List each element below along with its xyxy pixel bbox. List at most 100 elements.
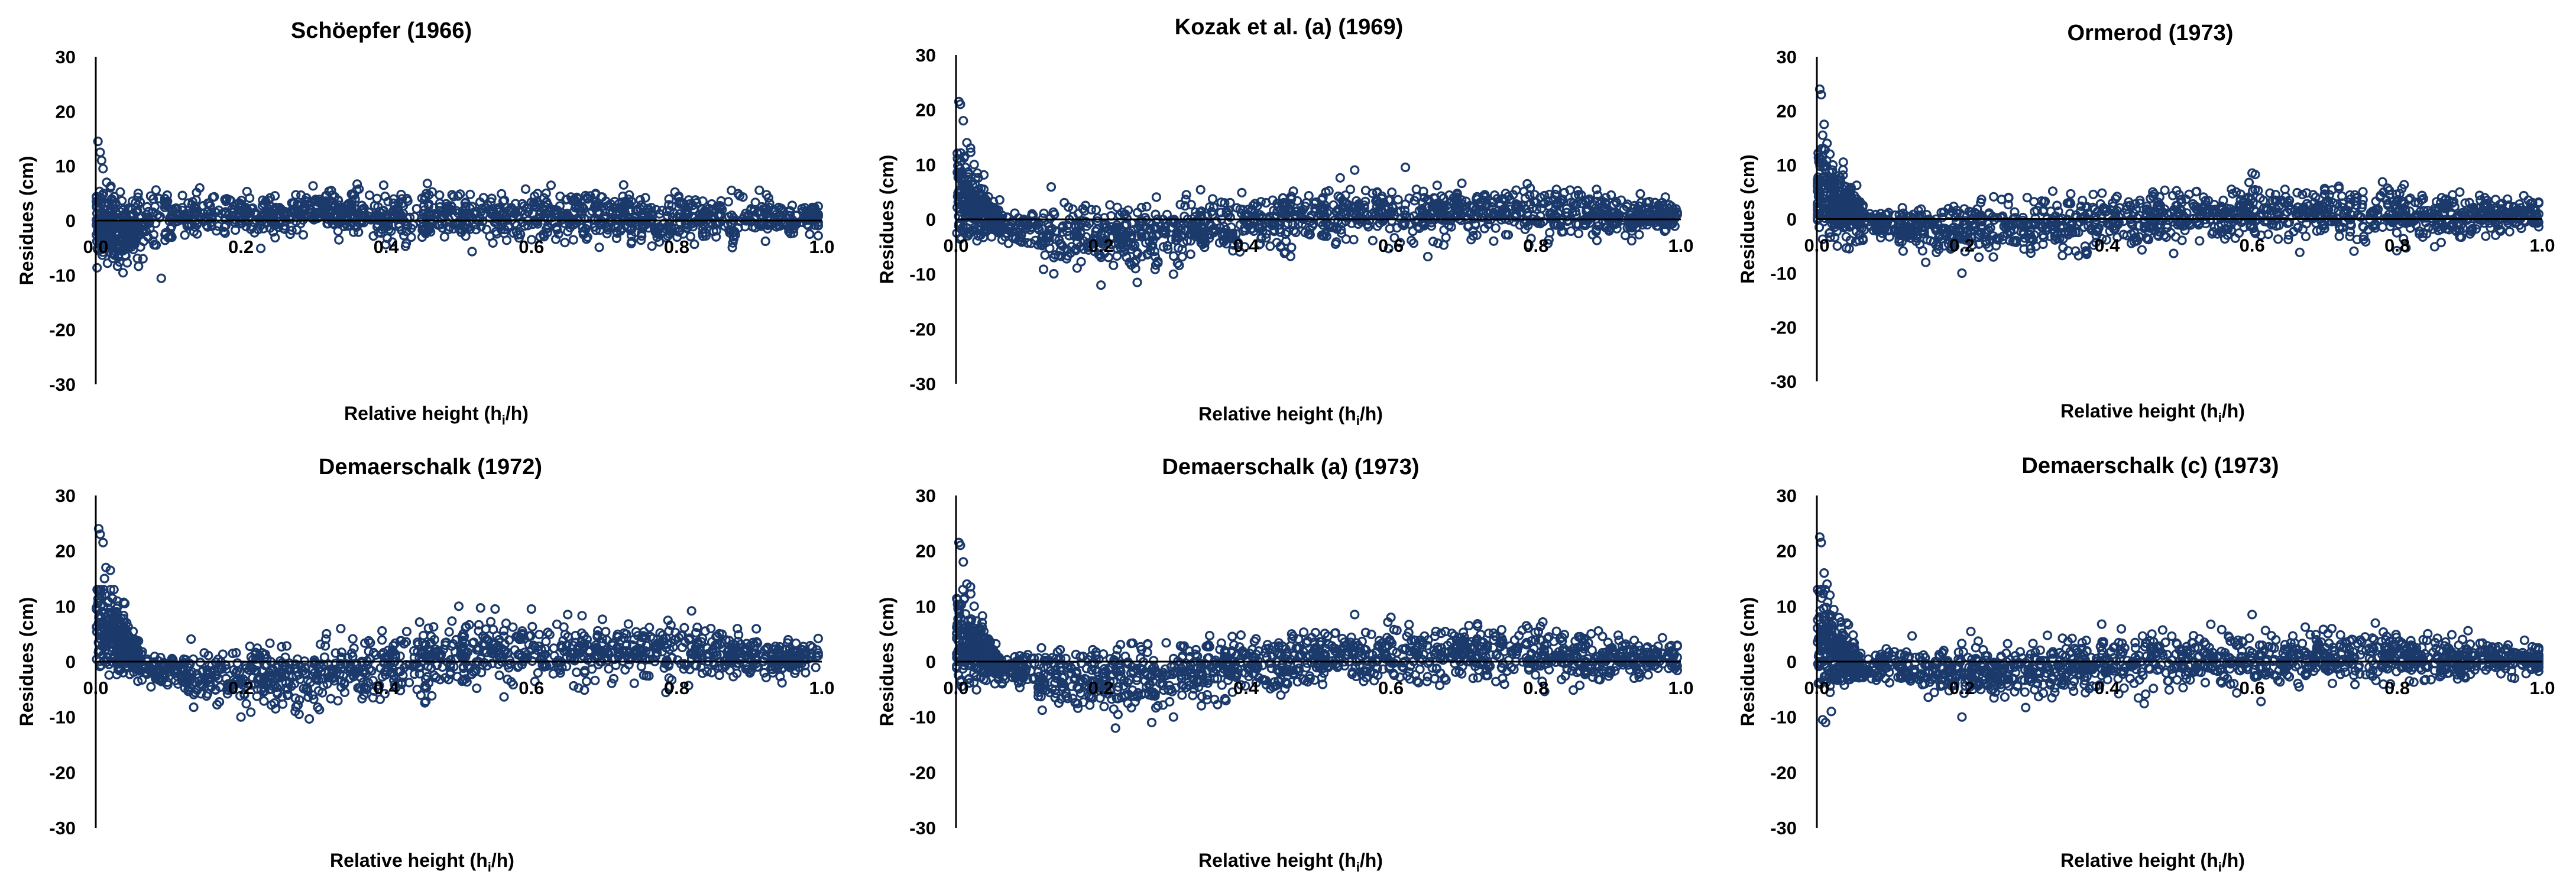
data-point bbox=[111, 198, 121, 208]
y-tick-label: -30 bbox=[49, 818, 76, 838]
data-point bbox=[593, 198, 603, 209]
data-point bbox=[319, 202, 329, 212]
data-point bbox=[2300, 231, 2311, 241]
data-point bbox=[228, 210, 238, 221]
data-point bbox=[1168, 269, 1178, 279]
data-point bbox=[127, 242, 137, 252]
data-point bbox=[636, 235, 646, 245]
data-point bbox=[368, 231, 378, 241]
data-point bbox=[302, 199, 312, 209]
data-point bbox=[270, 191, 280, 201]
data-point bbox=[623, 619, 634, 629]
data-point bbox=[1428, 237, 1438, 247]
data-point bbox=[1395, 238, 1405, 248]
data-point bbox=[134, 261, 144, 271]
data-point bbox=[287, 208, 297, 218]
data-point bbox=[534, 629, 545, 640]
data-point bbox=[531, 202, 541, 212]
data-point bbox=[1174, 260, 1184, 270]
data-point bbox=[491, 216, 501, 226]
data-point bbox=[770, 213, 780, 224]
y-tick-label: 20 bbox=[56, 101, 76, 122]
data-point bbox=[177, 190, 187, 200]
data-point bbox=[1076, 257, 1086, 267]
data-point bbox=[813, 231, 824, 241]
x-axis-label: Relative height (hi/h) bbox=[330, 850, 514, 874]
data-point bbox=[424, 190, 434, 200]
data-point bbox=[274, 205, 284, 215]
y-tick-label: -20 bbox=[1770, 318, 1797, 338]
data-point bbox=[108, 248, 118, 259]
data-point bbox=[1091, 205, 1101, 215]
data-point bbox=[347, 196, 357, 206]
data-point bbox=[590, 189, 601, 200]
y-tick-label: -20 bbox=[49, 762, 76, 783]
data-point bbox=[445, 222, 455, 232]
data-point bbox=[95, 147, 105, 157]
data-point bbox=[1550, 189, 1560, 199]
data-point bbox=[657, 205, 668, 215]
data-point bbox=[1433, 238, 1443, 248]
data-point bbox=[93, 137, 103, 147]
data-point bbox=[665, 226, 675, 236]
data-point bbox=[481, 203, 491, 213]
x-tick-label: 1.0 bbox=[1668, 235, 1693, 256]
x-tick-label: 0.8 bbox=[664, 237, 689, 257]
data-point bbox=[426, 227, 436, 237]
data-point bbox=[582, 232, 592, 242]
y-tick-label: 20 bbox=[56, 541, 76, 562]
x-axis-label: Relative height (hi/h) bbox=[1198, 403, 1383, 428]
data-point bbox=[102, 258, 112, 268]
y-axis-label: Residues (cm) bbox=[16, 156, 37, 286]
data-point bbox=[167, 205, 178, 215]
data-point bbox=[364, 190, 375, 200]
data-point bbox=[133, 200, 143, 210]
data-point bbox=[2455, 187, 2465, 197]
y-tick-label: 0 bbox=[926, 209, 936, 230]
data-point bbox=[1265, 241, 1275, 251]
data-point bbox=[638, 208, 648, 218]
data-point bbox=[267, 213, 277, 223]
data-point bbox=[167, 221, 177, 231]
data-point bbox=[532, 197, 542, 207]
data-point bbox=[1490, 223, 1501, 233]
data-point bbox=[541, 188, 551, 198]
data-point bbox=[1989, 192, 1999, 202]
data-point bbox=[98, 189, 109, 199]
data-point bbox=[647, 208, 657, 218]
x-axis-label: Relative height (hi/h) bbox=[2060, 400, 2245, 425]
data-point bbox=[377, 635, 387, 645]
y-tick-label: 10 bbox=[56, 156, 76, 177]
data-point bbox=[98, 164, 108, 174]
data-point bbox=[526, 235, 537, 245]
data-point bbox=[242, 186, 252, 197]
data-point bbox=[213, 221, 223, 231]
data-point bbox=[291, 225, 302, 235]
data-point bbox=[566, 192, 576, 202]
data-point bbox=[1237, 187, 1247, 197]
data-point bbox=[425, 209, 435, 220]
data-point bbox=[508, 228, 519, 238]
data-point bbox=[246, 707, 256, 717]
data-point bbox=[1832, 241, 1842, 251]
y-tick-label: 10 bbox=[1777, 155, 1797, 176]
data-point bbox=[969, 160, 979, 170]
data-point bbox=[1181, 195, 1191, 205]
data-point bbox=[461, 202, 471, 212]
data-point bbox=[614, 199, 624, 209]
data-point bbox=[560, 238, 570, 248]
data-point bbox=[148, 207, 158, 217]
data-point bbox=[624, 199, 634, 209]
data-point bbox=[1825, 149, 1835, 159]
data-point bbox=[2088, 189, 2098, 199]
data-point bbox=[1112, 202, 1122, 212]
data-point bbox=[683, 195, 694, 205]
data-point bbox=[185, 210, 195, 221]
data-point bbox=[2273, 234, 2283, 244]
data-point bbox=[259, 199, 269, 209]
data-point bbox=[390, 206, 400, 216]
data-point bbox=[789, 217, 799, 227]
data-point bbox=[1360, 186, 1370, 196]
data-point bbox=[553, 229, 563, 239]
data-point bbox=[1151, 209, 1161, 219]
